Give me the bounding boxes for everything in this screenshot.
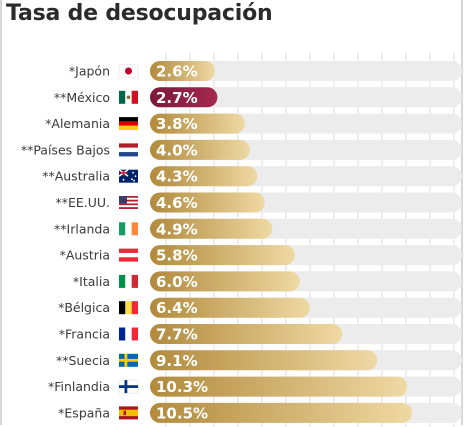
value-label: 4.9% xyxy=(156,220,198,238)
value-label: 7.7% xyxy=(156,326,198,344)
flag-japan-icon xyxy=(118,64,139,78)
bar-track xyxy=(150,61,462,81)
bar xyxy=(150,113,245,134)
value-label: 4.0% xyxy=(156,141,198,159)
value-label: 4.6% xyxy=(156,194,198,212)
country-label: **EE.UU. xyxy=(55,195,110,210)
value-label: 3.8% xyxy=(156,115,198,133)
bar-row: **Suecia 9.1% xyxy=(56,350,462,371)
bar-highlight xyxy=(150,87,218,108)
country-label: *España xyxy=(58,405,110,420)
bar-row: *Finlandia 10.3% xyxy=(48,376,462,397)
bar xyxy=(150,324,343,344)
value-label: 6.0% xyxy=(156,273,198,291)
country-label: *Austria xyxy=(60,248,110,263)
country-label: *Italia xyxy=(73,274,110,289)
bar-row: *Austria 5.8% xyxy=(60,245,462,266)
value-label: 10.5% xyxy=(156,404,208,422)
country-label: *Finlandia xyxy=(48,379,110,394)
bar xyxy=(150,218,273,239)
chart-title: Tasa de desocupación xyxy=(6,1,273,26)
flag-france-icon xyxy=(119,327,138,341)
country-label: *Bélgica xyxy=(58,300,110,315)
bar xyxy=(150,350,378,371)
bar xyxy=(150,376,408,397)
bar-row: *España 10.5% xyxy=(58,402,462,423)
bar xyxy=(150,166,258,187)
value-label: 2.7% xyxy=(156,89,198,107)
flag-usa-icon xyxy=(119,196,138,209)
bar-row: **Australia 4.3% xyxy=(42,166,462,187)
country-label: **Países Bajos xyxy=(21,142,110,157)
bar xyxy=(150,61,215,81)
country-label: *Japón xyxy=(69,64,110,79)
country-label: **Irlanda xyxy=(54,221,110,236)
bar xyxy=(150,192,265,213)
bar-row: *Italia 6.0% xyxy=(73,271,462,292)
bar-row: *Alemania 3.8% xyxy=(45,113,462,134)
flag-belgium-icon xyxy=(119,301,138,315)
value-label: 4.3% xyxy=(156,168,198,186)
value-label: 5.8% xyxy=(156,247,198,265)
bar-row: **México 2.7% xyxy=(54,87,462,108)
bar-row: *Bélgica 6.4% xyxy=(58,297,462,318)
flag-netherlands-icon xyxy=(119,143,138,157)
bar xyxy=(150,245,295,266)
country-label: **Suecia xyxy=(56,353,110,368)
flag-italy-icon xyxy=(119,274,138,288)
country-label: *Alemania xyxy=(45,116,110,131)
bar-row: **Irlanda 4.9% xyxy=(54,218,462,239)
bar-row: **EE.UU. 4.6% xyxy=(55,192,462,213)
bar xyxy=(150,402,413,423)
flag-australia-icon xyxy=(118,169,138,183)
value-label: 6.4% xyxy=(156,299,198,317)
flag-mexico-icon xyxy=(119,90,138,104)
flag-spain-icon xyxy=(119,406,138,420)
bar-row: **Países Bajos 4.0% xyxy=(21,139,462,160)
country-label: **Australia xyxy=(42,169,110,184)
bar-track xyxy=(150,87,462,108)
flag-sweden-icon xyxy=(119,353,138,367)
flag-germany-icon xyxy=(119,117,138,131)
country-label: *Francia xyxy=(59,327,110,342)
flag-finland-icon xyxy=(118,379,139,394)
value-label: 9.1% xyxy=(156,352,198,370)
flag-austria-icon xyxy=(119,248,138,262)
flag-ireland-icon xyxy=(119,222,138,236)
bar xyxy=(150,139,250,160)
bar-row: *Japón 2.6% xyxy=(69,61,462,81)
bar xyxy=(150,297,310,318)
value-label: 10.3% xyxy=(156,378,208,396)
value-label: 2.6% xyxy=(156,63,198,81)
bar-row: *Francia 7.7% xyxy=(59,324,462,344)
bar xyxy=(150,271,300,292)
country-label: **México xyxy=(54,90,110,105)
